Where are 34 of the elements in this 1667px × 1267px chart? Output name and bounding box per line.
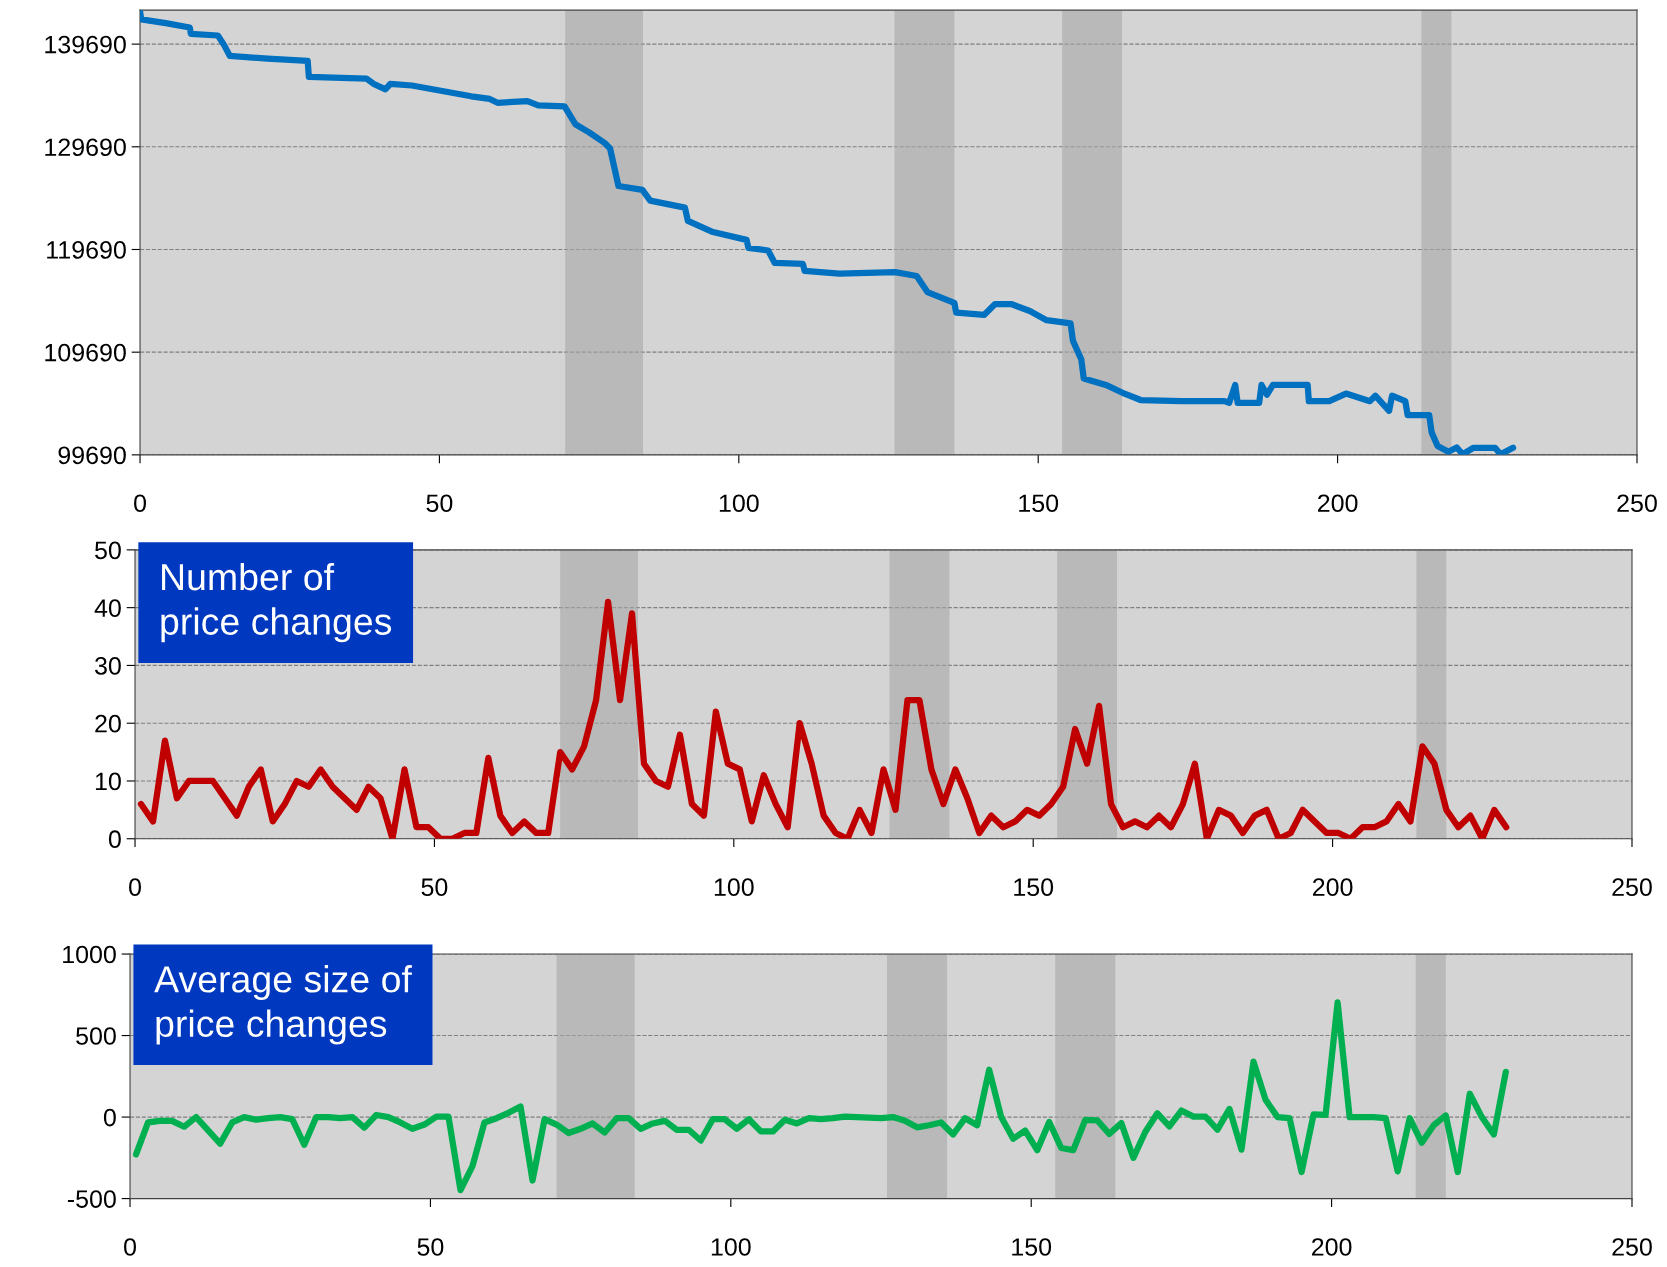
x-tick-label: 50 bbox=[421, 878, 448, 897]
x-tick-label: 250 bbox=[1612, 878, 1652, 897]
x-tick-label: 150 bbox=[1012, 1238, 1052, 1256]
x-tick-label: 200 bbox=[1318, 494, 1358, 513]
y-tick-label: 10 bbox=[95, 772, 121, 791]
y-tick-label: 0 bbox=[103, 1108, 116, 1127]
y-tick-label: -500 bbox=[67, 1190, 116, 1208]
y-tick-label: 30 bbox=[94, 657, 121, 675]
x-tick-label: 150 bbox=[1014, 878, 1054, 897]
y-tick-label: 50 bbox=[95, 541, 121, 560]
x-tick-label: 250 bbox=[1617, 494, 1657, 513]
x-tick-label: 150 bbox=[1019, 494, 1059, 513]
x-tick-label: 200 bbox=[1313, 878, 1353, 897]
y-tick-label: 40 bbox=[94, 599, 121, 617]
y-tick-label: 0 bbox=[108, 830, 121, 849]
y-tick-label: 109690 bbox=[45, 343, 126, 362]
y-tick-label: 20 bbox=[95, 714, 121, 733]
x-tick-label: 250 bbox=[1612, 1238, 1652, 1256]
x-tick-label: 50 bbox=[426, 494, 453, 513]
x-tick-label: 100 bbox=[714, 878, 754, 897]
x-tick-label: 100 bbox=[719, 494, 759, 513]
x-tick-label: 50 bbox=[417, 1238, 444, 1256]
y-tick-label: 500 bbox=[76, 1027, 116, 1045]
x-tick-label: 0 bbox=[129, 878, 141, 897]
x-tick-label: 200 bbox=[1312, 1238, 1352, 1256]
y-tick-label: 129690 bbox=[45, 138, 126, 157]
text: Average size of price changes bbox=[154, 965, 412, 1045]
x-tick-label: 0 bbox=[134, 494, 146, 513]
text: Number of price changes bbox=[161, 562, 392, 643]
y-tick-label: 119690 bbox=[47, 241, 126, 259]
y-tick-label: 1000 bbox=[63, 945, 116, 964]
y-tick-label: 99690 bbox=[58, 446, 126, 465]
x-tick-label: 100 bbox=[711, 1238, 751, 1256]
y-tick-label: 139690 bbox=[45, 35, 126, 54]
